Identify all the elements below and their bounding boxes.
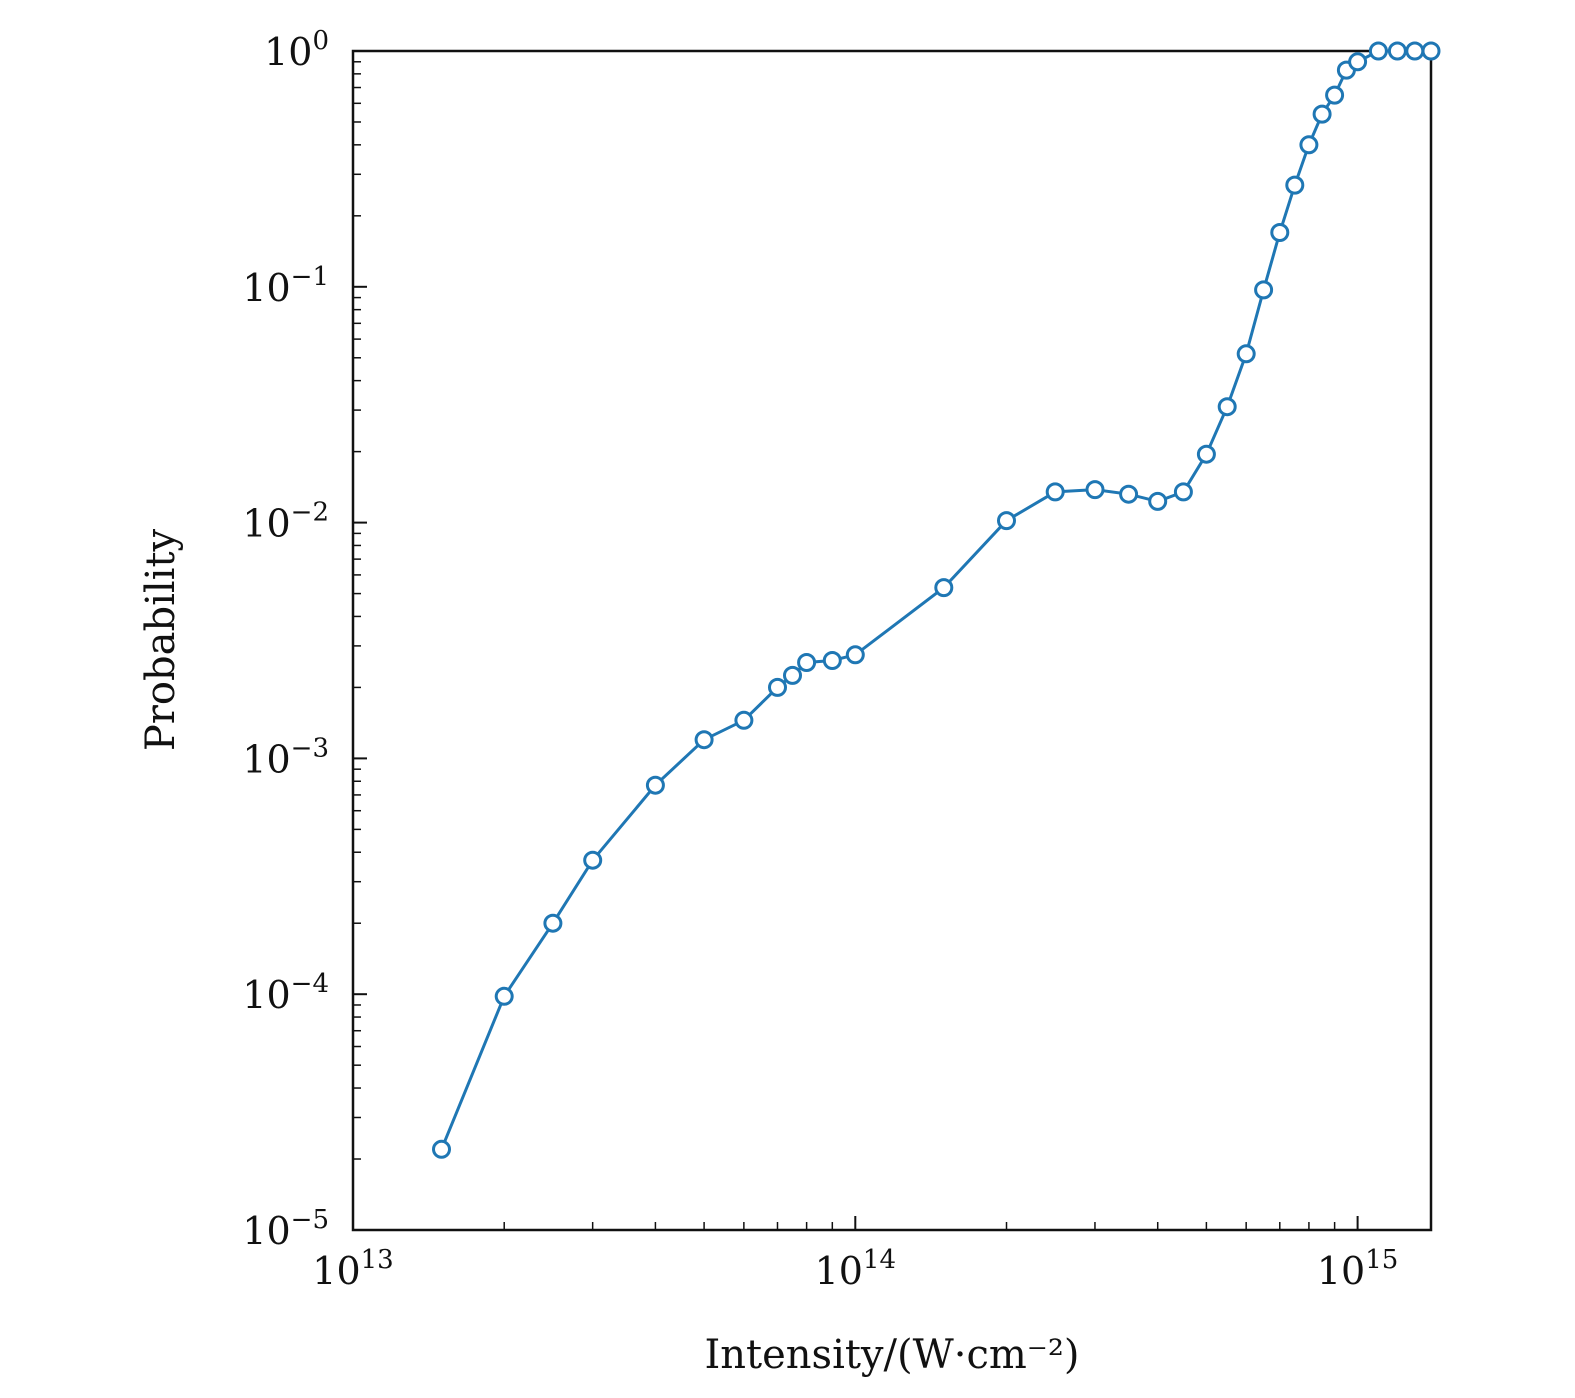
y-tick-label: 10−1 — [242, 262, 329, 310]
data-point — [1285, 175, 1305, 195]
data-point — [1387, 41, 1407, 61]
data-point — [1348, 52, 1368, 72]
data-point — [1173, 482, 1193, 502]
data-point — [1196, 444, 1216, 464]
data-point — [1119, 484, 1139, 504]
x-axis-label: Intensity/(W·cm⁻²) — [704, 1332, 1079, 1378]
data-point — [1405, 41, 1425, 61]
data-point — [1312, 104, 1332, 124]
x-axis-ticks: 1013 1014 1015 — [312, 1216, 1398, 1293]
x-minor-ticks — [503, 1222, 1336, 1230]
y-tick-label: 10−4 — [242, 969, 329, 1017]
data-point — [583, 850, 603, 870]
data-point — [822, 651, 842, 670]
data-point — [1236, 344, 1256, 364]
data-point — [845, 645, 865, 665]
data-point — [934, 578, 954, 598]
data-point — [1270, 223, 1290, 242]
data-point — [694, 730, 714, 750]
data-point — [1299, 135, 1319, 155]
data-point — [1368, 41, 1388, 61]
data-point — [1421, 41, 1441, 61]
y-tick-label: 10−2 — [242, 498, 329, 546]
y-axis-ticks: 100 10−1 10−2 10−3 10−4 10−5 — [242, 26, 367, 1253]
data-point — [797, 653, 817, 672]
data-point — [432, 1139, 451, 1159]
data-point — [494, 986, 514, 1006]
y-tick-label: 10−3 — [242, 733, 329, 781]
series-line — [440, 49, 1431, 1150]
x-tick-label: 1014 — [815, 1245, 896, 1293]
data-point — [1254, 280, 1274, 300]
y-minor-ticks — [353, 61, 361, 1160]
data-point — [768, 677, 787, 697]
data-point — [734, 710, 754, 730]
y-tick-label: 10−5 — [242, 1205, 329, 1253]
y-tick-label: 100 — [264, 26, 329, 74]
data-point — [1148, 491, 1168, 511]
data-point — [1085, 480, 1105, 500]
data-point — [543, 913, 563, 933]
data-point — [783, 665, 802, 685]
data-point — [645, 775, 665, 795]
series-markers — [432, 41, 1441, 1159]
data-point — [1325, 85, 1345, 105]
data-point — [997, 511, 1016, 531]
x-tick-label: 1013 — [312, 1245, 393, 1293]
plot-frame — [351, 49, 1433, 1232]
data-point — [1217, 397, 1237, 417]
x-tick-label: 1015 — [1317, 1245, 1398, 1293]
y-axis-label: Probability — [138, 528, 184, 751]
data-point — [1045, 482, 1065, 502]
